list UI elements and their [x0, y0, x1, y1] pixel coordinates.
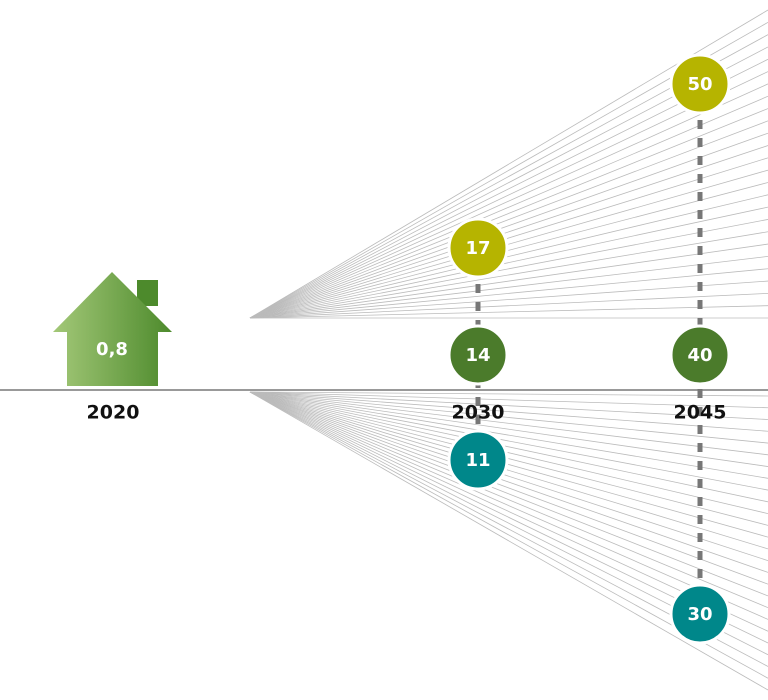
- fan-line: [249, 108, 768, 319]
- fan-line: [249, 391, 768, 609]
- fan-line: [249, 83, 768, 319]
- year-label: 2030: [452, 402, 505, 424]
- year-label: 2020: [87, 402, 140, 424]
- fan-line: [249, 243, 768, 319]
- fan-line: [249, 292, 768, 319]
- fan-line: [249, 391, 768, 526]
- fan-line: [249, 391, 768, 562]
- fan-line: [249, 145, 768, 319]
- value-circle: [447, 429, 509, 491]
- fan-line: [249, 391, 768, 503]
- fan-line: [249, 256, 768, 319]
- fan-line: [249, 391, 768, 397]
- value-label: 40: [687, 345, 712, 366]
- value-label: 17: [465, 238, 490, 259]
- value-label: 30: [687, 604, 712, 625]
- fan-line: [249, 231, 768, 319]
- fan-line: [249, 182, 768, 319]
- fan-line: [249, 391, 768, 573]
- fan-line: [249, 391, 768, 456]
- fan-line: [249, 194, 768, 319]
- value-circle: [669, 583, 731, 645]
- fan-line: [249, 391, 768, 467]
- fan-line: [249, 219, 768, 319]
- points: 17 14 11 2030 50 40 30 2045: [447, 53, 731, 645]
- value-label: 14: [465, 345, 490, 366]
- fan-line: [249, 169, 768, 319]
- fan-line: [249, 391, 768, 514]
- fan-line: [249, 391, 768, 432]
- fan-line: [249, 120, 768, 319]
- value-circle: [669, 324, 731, 386]
- fan-line: [249, 391, 768, 585]
- fan-line: [249, 391, 768, 620]
- fan-line: [249, 280, 768, 319]
- fan-line: [249, 391, 768, 409]
- value-circle: [447, 217, 509, 279]
- fan-line: [249, 391, 768, 538]
- fan-line: [249, 391, 768, 550]
- fan-line: [249, 391, 768, 444]
- fan-line: [249, 268, 768, 319]
- fan-line: [249, 391, 768, 420]
- fan-line: [249, 132, 768, 319]
- fan-line: [249, 95, 768, 319]
- start-value: 0,8: [96, 339, 128, 360]
- fan-line: [249, 391, 768, 491]
- fan-line: [249, 305, 768, 319]
- fan-line: [249, 206, 768, 319]
- fan-line: [249, 391, 768, 479]
- house: [53, 272, 172, 386]
- fan-line: [249, 391, 768, 597]
- value-circle: [669, 53, 731, 115]
- fan-line: [249, 391, 768, 691]
- year-label: 2045: [674, 402, 727, 424]
- value-label: 50: [687, 74, 712, 95]
- fan-line: [249, 71, 768, 319]
- value-circle: [447, 324, 509, 386]
- fan-line: [249, 157, 768, 319]
- value-label: 11: [465, 450, 490, 471]
